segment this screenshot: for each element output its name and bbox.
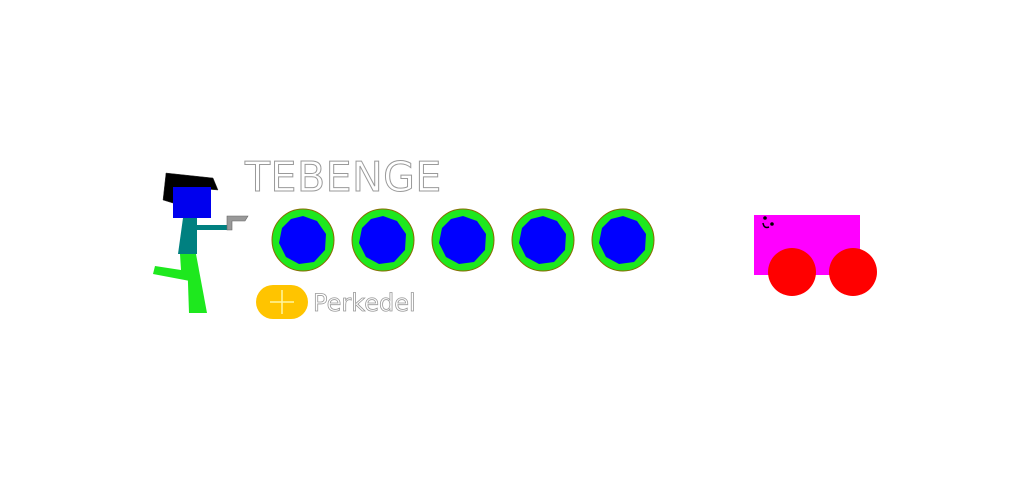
- target-2[interactable]: [351, 208, 415, 272]
- plus-icon: [270, 290, 294, 314]
- perkedel-label[interactable]: Perkedel: [313, 289, 417, 318]
- player-character: [153, 172, 249, 313]
- target-1[interactable]: [271, 208, 335, 272]
- target-3[interactable]: [431, 208, 495, 272]
- player-leg-back: [153, 254, 190, 281]
- vehicle-wheel-back: [829, 248, 877, 296]
- game-title: TEBENGE: [244, 153, 442, 201]
- targets-row: [271, 208, 655, 272]
- vehicle-face-icon: [762, 216, 774, 229]
- player-torso: [178, 218, 197, 254]
- player-head: [173, 187, 211, 218]
- gun-icon: [226, 215, 249, 231]
- target-4[interactable]: [511, 208, 575, 272]
- vehicle-wheel-front: [768, 248, 816, 296]
- vehicle: [754, 215, 877, 296]
- player-leg-front: [187, 254, 207, 313]
- perkedel-button[interactable]: [256, 285, 308, 319]
- target-5[interactable]: [591, 208, 655, 272]
- player-arm: [195, 225, 229, 230]
